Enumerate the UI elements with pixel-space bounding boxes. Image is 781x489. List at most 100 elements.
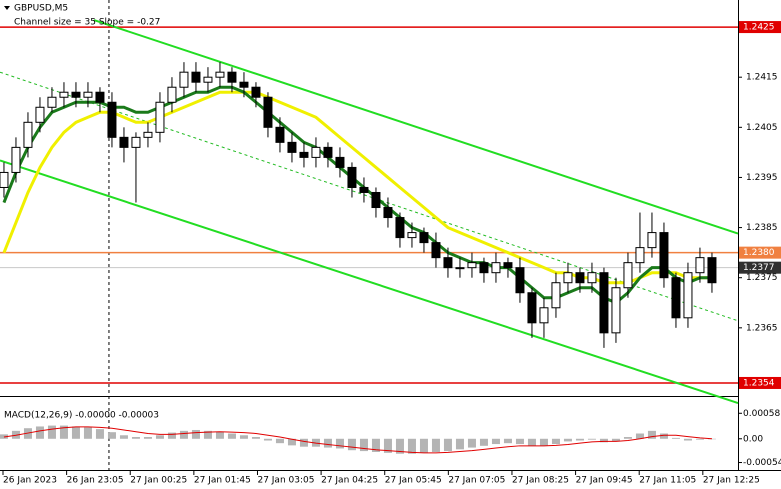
candle-body xyxy=(599,272,609,334)
candle-body xyxy=(443,257,453,269)
candle-body xyxy=(371,191,381,209)
macd-bar xyxy=(95,429,104,439)
candle-body xyxy=(647,232,657,249)
indicator-title: MACD(12,26,9) -0.00000 -0.00003 xyxy=(4,411,159,421)
candle-body xyxy=(311,146,321,158)
candle-body xyxy=(287,141,297,153)
macd-bar xyxy=(575,438,584,441)
x-tick-label: 27 Jan 03:05 xyxy=(257,476,314,486)
macd-bar xyxy=(131,437,140,439)
level-label-box xyxy=(739,246,781,259)
macd-bar xyxy=(35,426,44,439)
candle-body xyxy=(83,91,93,98)
candle-body xyxy=(107,101,117,138)
macd-bar xyxy=(611,438,620,442)
x-tick-label: 27 Jan 08:25 xyxy=(512,476,569,486)
macd-bar xyxy=(335,438,344,449)
plot-layer xyxy=(0,0,739,470)
candle-body xyxy=(0,171,9,188)
macd-bar xyxy=(347,438,356,451)
x-tick-label: 27 Jan 04:25 xyxy=(321,476,378,486)
macd-bar xyxy=(251,437,260,439)
x-tick-label: 27 Jan 00:25 xyxy=(130,476,187,486)
level-label-box xyxy=(739,21,781,34)
macd-bar xyxy=(83,427,92,439)
candle-body xyxy=(707,257,717,284)
macd-bar xyxy=(215,431,224,439)
macd-bar xyxy=(407,438,416,454)
macd-bar xyxy=(587,438,596,440)
macd-bar xyxy=(539,438,548,446)
macd-bar xyxy=(359,438,368,452)
candle-body xyxy=(527,292,537,324)
candle-body xyxy=(455,267,465,270)
candle-body xyxy=(683,272,693,319)
y-tick-label: 1.2395 xyxy=(746,173,778,183)
y-tick-label: 1.2415 xyxy=(746,73,778,83)
x-tick-label: 27 Jan 07:05 xyxy=(448,476,505,486)
candle-body xyxy=(251,86,261,98)
candle-body xyxy=(587,272,597,284)
candle-body xyxy=(563,272,573,284)
macd-bar xyxy=(263,438,272,441)
level-label: 1.2425 xyxy=(743,23,775,33)
x-tick-label: 27 Jan 05:45 xyxy=(385,476,442,486)
channel-line xyxy=(0,71,739,322)
x-tick-label: 27 Jan 01:45 xyxy=(194,476,251,486)
candle-body xyxy=(431,242,441,259)
candle-body xyxy=(635,247,645,264)
x-tick-label: 26 Jan 2023 xyxy=(3,476,57,486)
channel-line xyxy=(0,159,739,404)
candle-body xyxy=(611,287,621,334)
macd-bar xyxy=(695,438,704,440)
candle-body xyxy=(695,257,705,274)
candle-body xyxy=(119,136,129,148)
candle-body xyxy=(323,146,333,158)
macd-bar xyxy=(635,433,644,439)
candle-body xyxy=(479,262,489,274)
macd-bar xyxy=(467,438,476,448)
macd-bar xyxy=(179,430,188,439)
candle-body xyxy=(383,207,393,219)
macd-bar xyxy=(431,438,440,452)
macd-bar xyxy=(395,438,404,454)
candle-body xyxy=(179,71,189,88)
macd-bar xyxy=(491,438,500,445)
macd-bar xyxy=(323,438,332,448)
chart-title: GBPUSD,M5 xyxy=(14,4,68,14)
chart-subtitle: Channel size = 35 Slope = -0.27 xyxy=(14,18,160,28)
signal-line xyxy=(3,426,712,454)
macd-bar xyxy=(551,438,560,445)
candle-body xyxy=(131,136,141,148)
candle-body xyxy=(347,166,357,188)
candle-body xyxy=(515,267,525,294)
candle-body xyxy=(359,186,369,193)
macd-bar xyxy=(683,438,692,441)
x-tick-label: 27 Jan 09:45 xyxy=(576,476,633,486)
y-tick-label: 0.00 xyxy=(743,434,763,444)
candle-body xyxy=(263,96,273,128)
macd-bar xyxy=(107,432,116,439)
candle-body xyxy=(659,232,669,279)
macd-bar xyxy=(455,438,464,450)
candle-body xyxy=(671,277,681,319)
x-tick-label: 27 Jan 12:25 xyxy=(703,476,760,486)
macd-bar xyxy=(515,438,524,445)
macd-bar xyxy=(275,438,284,444)
candle-body xyxy=(299,151,309,158)
candle-body xyxy=(71,91,81,98)
candle-body xyxy=(575,272,585,284)
candle-body xyxy=(227,71,237,83)
level-label: 1.2377 xyxy=(743,263,775,273)
candle-body xyxy=(155,101,165,133)
macd-bar xyxy=(239,435,248,439)
candle-body xyxy=(191,71,201,83)
candle-body xyxy=(551,282,561,309)
candle-body xyxy=(395,217,405,239)
y-tick-label: -0.00054 xyxy=(743,458,781,468)
macd-bar xyxy=(503,438,512,444)
candle-body xyxy=(59,91,69,98)
macd-bar xyxy=(155,435,164,439)
candle-body xyxy=(335,156,345,168)
